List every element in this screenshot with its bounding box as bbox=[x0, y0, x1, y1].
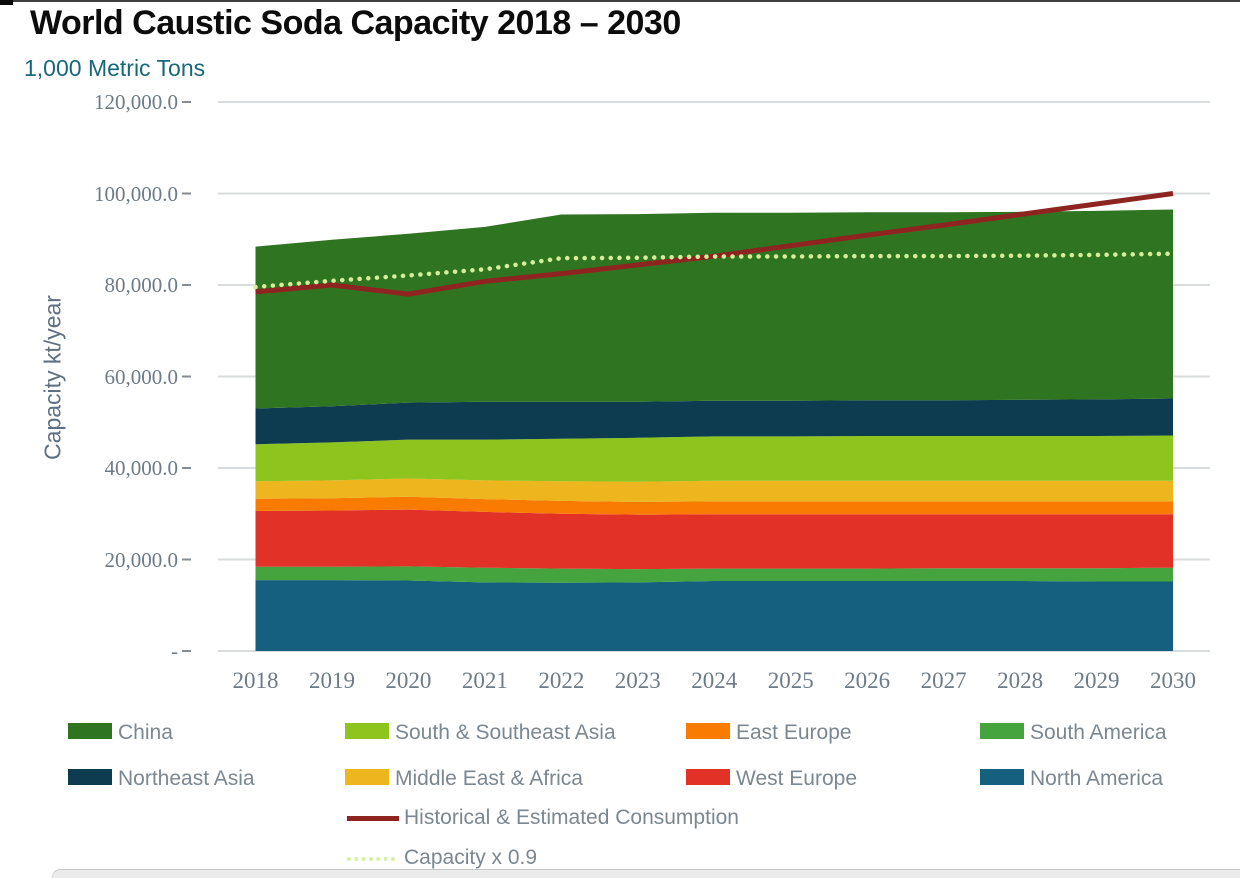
page-title: World Caustic Soda Capacity 2018 – 2030 bbox=[30, 4, 681, 42]
legend-swatch-north-america bbox=[980, 769, 1024, 785]
legend-swatch-northeast-asia bbox=[68, 769, 112, 785]
legend-label: South America bbox=[1030, 721, 1167, 744]
legend-swatch-capacity-dotted-line bbox=[347, 857, 395, 861]
x-tick-label: 2027 bbox=[920, 668, 967, 693]
x-tick-label: 2020 bbox=[385, 668, 432, 693]
x-tick-label: 2025 bbox=[767, 668, 814, 693]
y-tick-label: 100,000.0 bbox=[94, 181, 178, 206]
legend-label: Middle East & Africa bbox=[395, 767, 583, 790]
area-east-europe bbox=[255, 496, 1173, 515]
y-tick-label: - bbox=[171, 639, 178, 663]
legend-label: South & Southeast Asia bbox=[395, 721, 616, 744]
legend-swatch-west-europe bbox=[686, 769, 730, 785]
area-west-europe bbox=[255, 509, 1173, 570]
area-south-se-asia bbox=[255, 435, 1173, 482]
legend-swatch-east-europe bbox=[686, 723, 730, 739]
x-tick-label: 2024 bbox=[691, 668, 738, 693]
legend-label: Capacity x 0.9 bbox=[404, 846, 538, 869]
legend-label: West Europe bbox=[736, 767, 858, 790]
legend-label: Historical & Estimated Consumption bbox=[404, 806, 739, 829]
area-china bbox=[255, 209, 1173, 409]
x-tick-label: 2026 bbox=[844, 668, 891, 693]
window-bottom-edge bbox=[52, 869, 1240, 878]
area-middle-east-africa bbox=[255, 478, 1173, 502]
y-tick-label: 80,000.0 bbox=[104, 273, 179, 297]
units-label: 1,000 Metric Tons bbox=[24, 55, 206, 81]
legend-swatch-south-america bbox=[980, 723, 1024, 739]
legend-label: North America bbox=[1030, 767, 1164, 790]
y-tick-label: 120,000.0 bbox=[94, 90, 178, 114]
x-tick-label: 2019 bbox=[308, 668, 355, 693]
x-tick-label: 2021 bbox=[461, 668, 508, 693]
legend-swatch-consumption-line bbox=[347, 816, 399, 821]
legend-swatch-middle-east-africa bbox=[345, 769, 389, 785]
area-north-america bbox=[255, 580, 1173, 651]
x-tick-label: 2030 bbox=[1149, 668, 1196, 693]
area-northeast-asia bbox=[255, 398, 1173, 445]
line-capacity-x-09 bbox=[253, 251, 1176, 290]
y-tick-label: 20,000.0 bbox=[104, 547, 179, 572]
legend-label: Northeast Asia bbox=[118, 767, 255, 790]
x-tick-label: 2028 bbox=[997, 668, 1044, 693]
x-tick-label: 2029 bbox=[1073, 668, 1120, 693]
area-south-america bbox=[255, 566, 1173, 583]
legend-label: East Europe bbox=[736, 721, 852, 744]
x-tick-label: 2018 bbox=[232, 668, 279, 693]
legend-swatch-china bbox=[68, 723, 112, 739]
y-tick-label: 40,000.0 bbox=[104, 456, 179, 480]
legend-label: China bbox=[118, 721, 173, 744]
y-tick-label: 60,000.0 bbox=[104, 364, 179, 389]
window-corner-artifact bbox=[0, 0, 13, 5]
x-tick-label: 2023 bbox=[614, 668, 661, 693]
x-tick-label: 2022 bbox=[538, 668, 585, 693]
window-top-edge bbox=[0, 0, 1240, 2]
legend-swatch-south-se-asia bbox=[345, 723, 389, 739]
